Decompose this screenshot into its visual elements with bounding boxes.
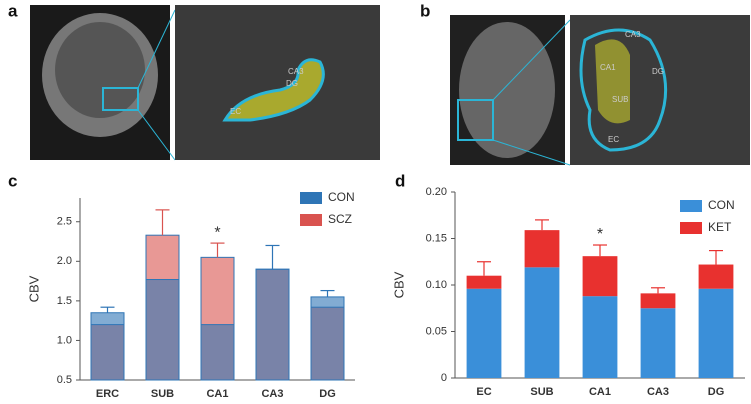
y-tick-label: 0 bbox=[441, 372, 447, 384]
x-tick-label: DG bbox=[319, 388, 336, 400]
x-tick-label: CA3 bbox=[261, 388, 283, 400]
bar bbox=[698, 264, 734, 289]
y-tick-label: 2.5 bbox=[57, 216, 72, 228]
legend-swatch bbox=[680, 200, 702, 212]
bar bbox=[310, 296, 345, 381]
hippocampus bbox=[222, 58, 325, 122]
panel-label: c bbox=[8, 171, 17, 190]
bar bbox=[640, 308, 676, 378]
x-tick-label: CA3 bbox=[647, 386, 669, 398]
image-label: EC bbox=[608, 135, 619, 144]
legend-swatch bbox=[300, 192, 322, 204]
zoom-line bbox=[492, 19, 571, 101]
y-tick-label: 0.05 bbox=[426, 325, 447, 337]
y-axis-label: CBV bbox=[26, 275, 41, 302]
zoom-line bbox=[492, 139, 571, 166]
brain-inner bbox=[55, 22, 145, 118]
legend-label: CON bbox=[708, 198, 735, 212]
x-tick-label: SUB bbox=[151, 388, 174, 400]
legend-swatch bbox=[680, 222, 702, 234]
panel-label: b bbox=[420, 1, 430, 20]
legend-label: SCZ bbox=[328, 212, 352, 226]
x-tick-label: DG bbox=[708, 386, 725, 398]
zoom-line bbox=[137, 109, 176, 161]
legend-label: CON bbox=[328, 190, 355, 204]
legend-label: KET bbox=[708, 220, 732, 234]
x-tick-label: CA1 bbox=[206, 388, 228, 400]
y-tick-label: 0.10 bbox=[426, 279, 447, 291]
bar bbox=[524, 267, 560, 378]
y-tick-label: 0.5 bbox=[57, 374, 72, 386]
x-tick-label: EC bbox=[476, 386, 491, 398]
bar bbox=[582, 256, 618, 297]
image-label: CA3 bbox=[288, 67, 304, 76]
y-tick-label: 1.5 bbox=[57, 295, 72, 307]
hippocampus-outline bbox=[579, 28, 668, 152]
brain bbox=[459, 22, 555, 158]
roi-box bbox=[102, 87, 139, 111]
image-label: DG bbox=[286, 79, 298, 88]
hippocampus-fill bbox=[595, 39, 630, 124]
panel-label: a bbox=[8, 1, 18, 20]
annotation: * bbox=[214, 224, 220, 241]
annotation: * bbox=[597, 226, 603, 243]
image-label: DG bbox=[652, 67, 664, 76]
bar bbox=[255, 268, 290, 381]
y-tick-label: 1.0 bbox=[57, 334, 72, 346]
image-label: CA3 bbox=[625, 30, 641, 39]
x-tick-label: ERC bbox=[96, 388, 119, 400]
bar bbox=[466, 275, 502, 289]
bar bbox=[145, 279, 180, 381]
panel-label: d bbox=[395, 171, 405, 190]
bar bbox=[582, 296, 618, 378]
roi-box bbox=[457, 99, 494, 141]
y-tick-label: 0.20 bbox=[426, 186, 447, 198]
bar bbox=[640, 293, 676, 309]
image-label: CA1 bbox=[600, 63, 616, 72]
mri-zoom bbox=[175, 5, 380, 160]
bar bbox=[90, 312, 125, 381]
y-tick-label: 2.0 bbox=[57, 255, 72, 267]
bar bbox=[466, 288, 502, 378]
bar bbox=[200, 324, 235, 381]
legend-swatch bbox=[300, 214, 322, 226]
x-tick-label: SUB bbox=[530, 386, 553, 398]
bar bbox=[698, 288, 734, 378]
image-label: EC bbox=[230, 107, 241, 116]
x-tick-label: CA1 bbox=[589, 386, 611, 398]
y-tick-label: 0.15 bbox=[426, 232, 447, 244]
bar bbox=[524, 230, 560, 268]
zoom-line bbox=[137, 9, 176, 89]
image-label: SUB bbox=[612, 95, 628, 104]
y-axis-label: CBV bbox=[391, 271, 406, 298]
